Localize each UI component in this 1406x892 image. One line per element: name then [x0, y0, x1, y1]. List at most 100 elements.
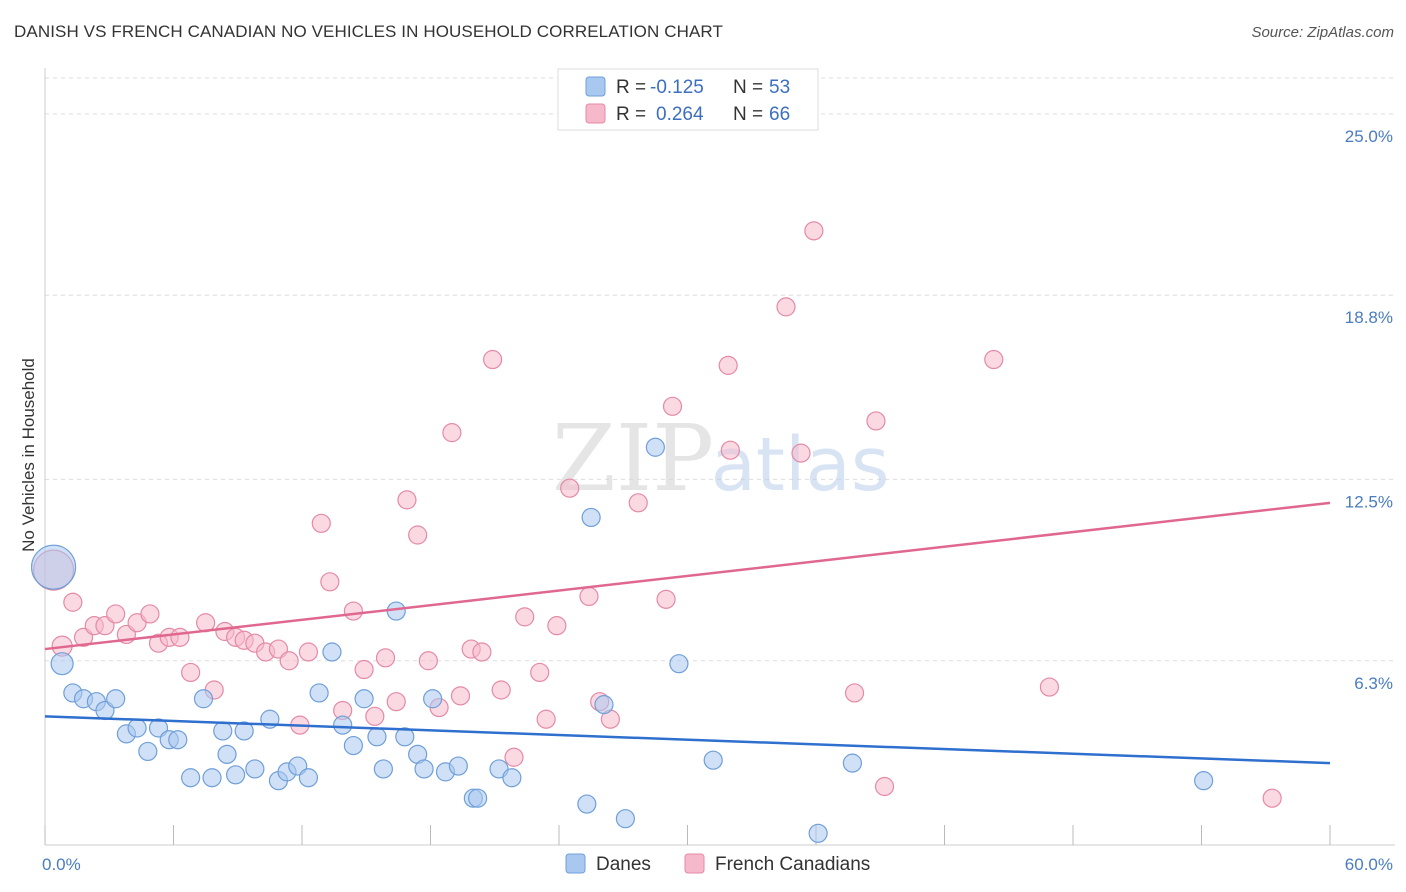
point-french-canadians [483, 349, 503, 370]
point-french-canadians [442, 423, 462, 443]
point-danes [245, 759, 265, 779]
point-french-canadians [408, 525, 428, 545]
point-danes [193, 689, 214, 709]
point-french-canadians [530, 662, 550, 683]
point-danes [703, 750, 723, 770]
trend-lines [44, 501, 1331, 765]
point-french-canadians [418, 651, 438, 671]
point-french-canadians [63, 592, 83, 612]
legend-r-label-1: R = [616, 77, 646, 98]
point-french-canadians [547, 616, 567, 636]
point-danes [343, 735, 363, 756]
point-danes [226, 765, 246, 785]
x-tick-label: 60.0% [1345, 855, 1393, 874]
point-danes [577, 794, 597, 814]
point-french-canadians [298, 642, 319, 662]
point-danes [333, 715, 353, 735]
y-tick-label: 25.0% [1345, 127, 1393, 146]
trend-line-danes [44, 715, 1331, 765]
watermark: ZIP atlas [552, 405, 890, 512]
y-tick-label: 12.5% [1345, 492, 1393, 511]
x-tick-label: 0.0% [42, 855, 81, 874]
point-french-canadians [491, 680, 511, 700]
data-points [30, 221, 1282, 843]
point-french-canadians [718, 355, 738, 375]
point-french-canadians [311, 513, 331, 533]
legend-r-value-danes: -0.125 [650, 77, 704, 98]
point-french-canadians [181, 662, 201, 683]
bottom-legend-swatch-danes [565, 853, 586, 874]
bottom-legend-swatch-french-canadians [684, 853, 705, 874]
tick-labels: 6.3% 12.5% 18.8% 25.0% 0.0% 60.0% [42, 127, 1393, 874]
point-french-canadians [720, 440, 740, 460]
point-french-canadians [536, 709, 556, 729]
point-french-canadians [1262, 788, 1282, 808]
y-tick-label: 18.8% [1345, 308, 1393, 327]
point-danes [615, 809, 635, 829]
legend-swatch-french-canadians [585, 103, 606, 124]
point-danes [181, 768, 201, 788]
point-danes [395, 727, 415, 747]
point-french-canadians [662, 396, 683, 416]
point-danes [594, 695, 614, 715]
point-french-canadians [874, 776, 895, 797]
point-french-canadians [343, 601, 363, 621]
bottom-legend-label-french-canadians: French Canadians [715, 854, 870, 875]
point-french-canadians [354, 659, 374, 680]
point-danes [202, 768, 222, 788]
point-french-canadians [170, 627, 190, 647]
point-danes [50, 652, 74, 676]
point-french-canadians [386, 692, 406, 712]
point-french-canadians [472, 642, 492, 662]
point-danes [373, 759, 393, 779]
point-danes [298, 768, 319, 788]
legend-n-value-french-canadians: 66 [769, 104, 790, 125]
y-axis-label: No Vehicles in Household [19, 358, 38, 552]
point-french-canadians [628, 493, 648, 513]
point-french-canadians [791, 443, 811, 463]
point-french-canadians [375, 648, 396, 668]
point-danes [468, 788, 488, 808]
point-danes [309, 683, 329, 703]
bottom-legend-label-danes: Danes [596, 854, 651, 875]
watermark-atlas: atlas [711, 422, 890, 508]
point-danes [127, 718, 147, 738]
point-french-canadians [804, 221, 824, 241]
bottom-legend: Danes French Canadians [565, 853, 870, 875]
legend-n-label-2: N = [733, 104, 763, 125]
point-danes [423, 689, 443, 709]
point-danes [322, 642, 342, 662]
chart-title: DANISH VS FRENCH CANADIAN NO VEHICLES IN… [14, 22, 723, 41]
point-danes [367, 727, 387, 747]
point-french-canadians [656, 589, 676, 609]
point-french-canadians [450, 686, 471, 706]
point-danes [30, 544, 77, 590]
legend-r-label-2: R = [616, 104, 646, 125]
point-danes [1194, 771, 1214, 791]
point-french-canadians [140, 604, 160, 624]
y-tick-label: 6.3% [1354, 674, 1393, 693]
point-french-canadians [397, 490, 417, 510]
point-french-canadians [984, 349, 1004, 370]
point-danes [217, 744, 237, 764]
point-french-canadians [279, 651, 299, 671]
point-french-canadians [1039, 677, 1060, 697]
point-french-canadians [866, 411, 886, 431]
point-danes [168, 730, 188, 750]
source-label: Source: ZipAtlas.com [1251, 24, 1394, 41]
point-danes [842, 753, 863, 773]
point-french-canadians [776, 297, 796, 317]
trend-line-french-canadians [44, 501, 1331, 651]
axes [44, 68, 1395, 846]
legend-swatch-danes [585, 76, 606, 97]
legend-n-value-danes: 53 [769, 77, 790, 98]
point-danes [414, 759, 434, 779]
point-danes [669, 654, 689, 674]
point-french-canadians [320, 572, 340, 592]
watermark-zip: ZIP [552, 405, 714, 512]
point-danes [213, 721, 233, 741]
point-danes [448, 756, 468, 776]
point-french-canadians [844, 683, 865, 703]
point-french-canadians [515, 607, 535, 627]
